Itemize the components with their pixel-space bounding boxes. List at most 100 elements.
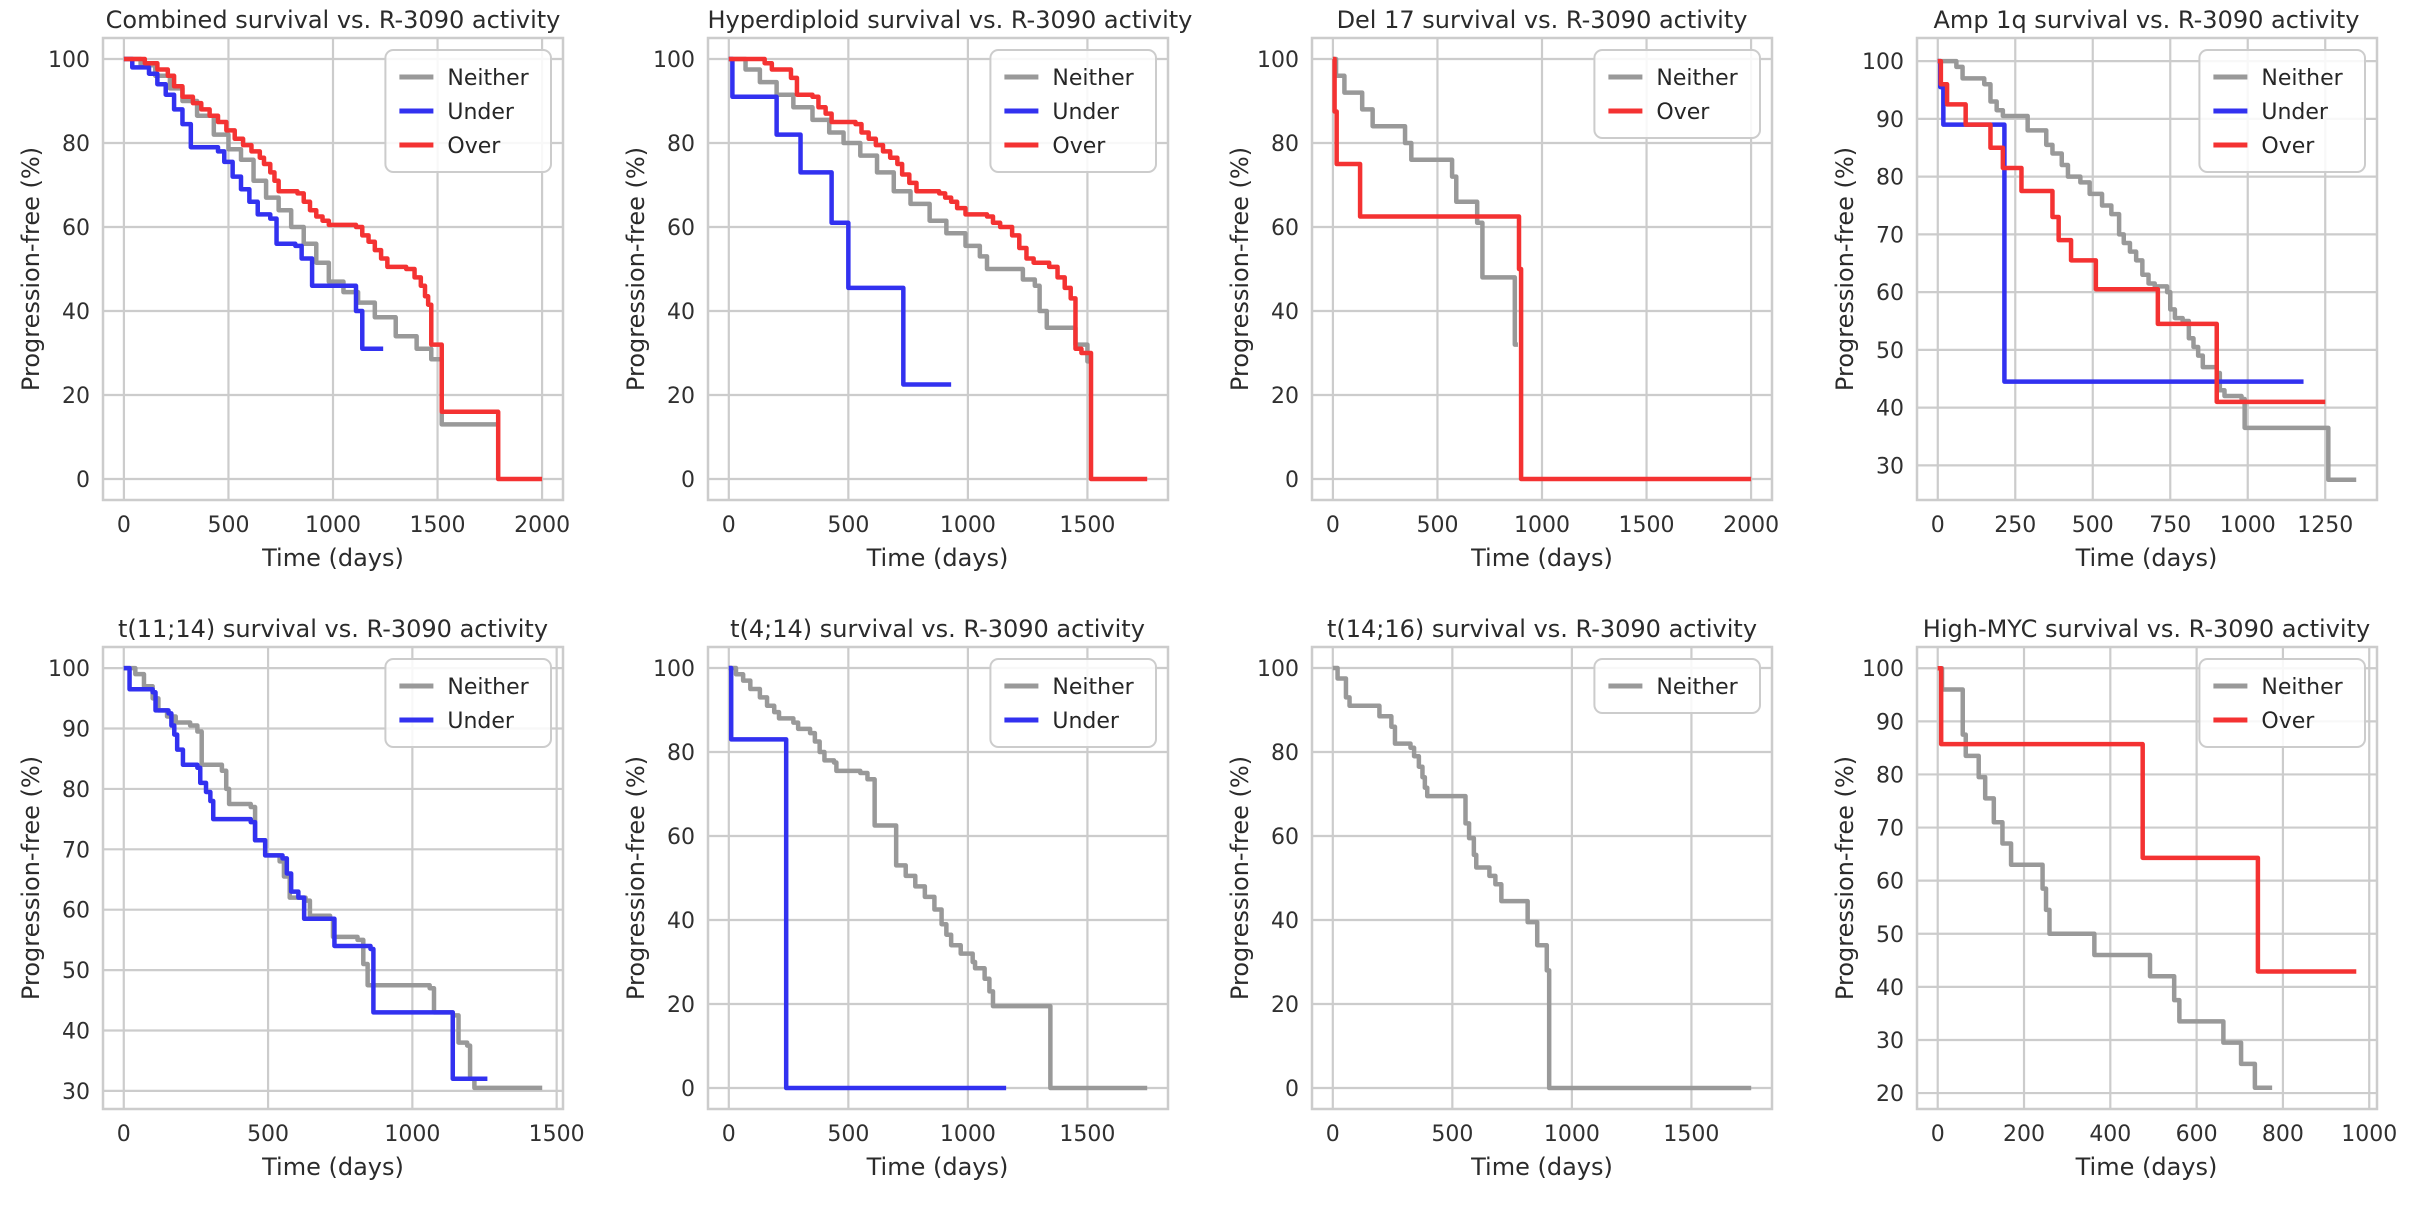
svg-text:1000: 1000	[384, 1122, 440, 1147]
legend-label-under: Under	[1052, 709, 1120, 734]
svg-text:80: 80	[667, 741, 695, 766]
svg-text:40: 40	[1876, 397, 1904, 422]
svg-text:80: 80	[62, 132, 90, 157]
svg-text:1000: 1000	[1514, 513, 1570, 538]
series-lines	[728, 56, 1147, 482]
svg-text:60: 60	[1271, 216, 1299, 241]
svg-text:30: 30	[62, 1080, 90, 1105]
svg-text:30: 30	[1876, 454, 1904, 479]
plot-canvas-del17: 0 500 1000 1500 2000 0 20 40 60 80 100 Neither Over	[1257, 36, 1779, 538]
svg-text:1000: 1000	[939, 513, 995, 538]
x-axis-label: Time (days)	[262, 544, 404, 572]
plot-canvas-t11-14: 0 500 1000 1500 30 40 50 60 70 80 90 100 Neither Unde…	[48, 645, 585, 1147]
svg-text:0: 0	[681, 1077, 695, 1102]
y-axis-label: Progression-free (%)	[621, 755, 650, 1001]
series-lines	[1937, 58, 2356, 483]
series-lines	[123, 665, 543, 1091]
svg-text:20: 20	[1876, 1082, 1904, 1107]
series-line-over	[728, 56, 1147, 482]
svg-text:100: 100	[653, 48, 695, 73]
x-tick-labels: 0 500 1000 1500	[721, 1122, 1115, 1147]
svg-text:100: 100	[1862, 50, 1904, 75]
series-line-under	[728, 56, 951, 387]
svg-text:80: 80	[1271, 132, 1299, 157]
svg-text:0: 0	[721, 1122, 735, 1147]
gridlines	[103, 647, 563, 1109]
svg-text:500: 500	[1416, 513, 1458, 538]
svg-text:200: 200	[2003, 1122, 2045, 1147]
svg-text:1500: 1500	[410, 513, 466, 538]
svg-text:1500: 1500	[1059, 513, 1115, 538]
svg-text:30: 30	[1876, 1029, 1904, 1054]
axes-spines	[706, 36, 1169, 502]
y-tick-labels: 0 20 40 60 80 100	[48, 48, 90, 493]
chart-title: High-MYC survival vs. R-3090 activity	[1922, 615, 2371, 643]
svg-text:2000: 2000	[1723, 513, 1779, 538]
chart-title: Combined survival vs. R-3090 activity	[105, 6, 561, 34]
svg-text:0: 0	[1326, 513, 1340, 538]
legend: Neither Under	[384, 658, 552, 748]
y-axis-label: Progression-free (%)	[621, 146, 650, 392]
legend-label-neither: Neither	[447, 675, 529, 700]
svg-text:0: 0	[117, 1122, 131, 1147]
svg-text:100: 100	[1257, 48, 1299, 73]
svg-text:90: 90	[62, 718, 90, 743]
svg-text:500: 500	[827, 1122, 869, 1147]
svg-text:20: 20	[1271, 993, 1299, 1018]
y-tick-labels: 20 30 40 50 60 70 80 90 100	[1862, 657, 1904, 1107]
svg-text:500: 500	[207, 513, 249, 538]
svg-text:0: 0	[1930, 1122, 1944, 1147]
y-axis-label: Progression-free (%)	[1830, 755, 1859, 1001]
legend-label-neither: Neither	[1656, 66, 1738, 91]
svg-text:40: 40	[1271, 909, 1299, 934]
svg-text:100: 100	[48, 48, 90, 73]
legend-label-neither: Neither	[1052, 66, 1134, 91]
axes-spines	[1915, 36, 2378, 502]
chart-title: t(11;14) survival vs. R-3090 activity	[117, 615, 549, 643]
svg-text:0: 0	[681, 468, 695, 493]
plot-canvas-high-myc: 0 200 400 600 800 1000 20 30 40 50 60 70 80 90 100 Neit…	[1862, 645, 2397, 1147]
x-tick-labels: 0 200 400 600 800 1000	[1930, 1122, 2397, 1147]
plot-canvas-combined: 0 500 1000 1500 2000 0 20 40 60 80 100 Neither Under…	[48, 36, 570, 538]
svg-text:60: 60	[667, 216, 695, 241]
svg-text:1500: 1500	[1663, 1122, 1719, 1147]
y-tick-labels: 0 20 40 60 80 100	[1257, 48, 1299, 493]
svg-text:60: 60	[62, 899, 90, 924]
x-axis-label: Time (days)	[262, 1153, 404, 1181]
chart-title: Amp 1q survival vs. R-3090 activity	[1933, 6, 2360, 34]
svg-text:1500: 1500	[529, 1122, 585, 1147]
axes-spines	[1310, 36, 1774, 502]
svg-text:90: 90	[1876, 108, 1904, 133]
svg-text:100: 100	[1862, 657, 1904, 682]
svg-text:1250: 1250	[2297, 513, 2353, 538]
svg-text:80: 80	[667, 132, 695, 157]
y-axis-label: Progression-free (%)	[1830, 146, 1859, 392]
svg-text:0: 0	[117, 513, 131, 538]
svg-text:70: 70	[1876, 223, 1904, 248]
svg-text:40: 40	[62, 1019, 90, 1044]
svg-text:800: 800	[2261, 1122, 2303, 1147]
svg-text:20: 20	[667, 384, 695, 409]
plot-canvas-amp1q: 0 250 500 750 1000 1250 30 40 50 60 70 80 90 100 Neith…	[1862, 36, 2378, 538]
x-tick-labels: 0 250 500 750 1000 1250	[1930, 513, 2352, 538]
svg-text:50: 50	[1876, 339, 1904, 364]
legend: Neither Over	[2197, 658, 2366, 748]
y-tick-labels: 0 20 40 60 80 100	[653, 48, 695, 493]
series-lines	[1937, 665, 2356, 1091]
axes-spines	[101, 645, 565, 1111]
svg-text:20: 20	[667, 993, 695, 1018]
series-line-under	[123, 665, 488, 1082]
svg-text:500: 500	[1431, 1122, 1473, 1147]
axes-spines	[1310, 645, 1774, 1111]
legend-label-over: Over	[1052, 134, 1106, 159]
subplot-amp1q: 0 250 500 750 1000 1250 30 40 50 60 70 80 90 100 Neith…	[1814, 0, 2418, 609]
y-tick-labels: 0 20 40 60 80 100	[1257, 657, 1299, 1102]
x-tick-labels: 0 500 1000 1500 2000	[1326, 513, 1779, 538]
subplot-t4-14: 0 500 1000 1500 0 20 40 60 80 100 Neither Under t(4…	[605, 609, 1210, 1218]
series-lines	[728, 665, 1147, 1091]
svg-text:80: 80	[1876, 763, 1904, 788]
svg-text:100: 100	[48, 657, 90, 682]
svg-text:0: 0	[1285, 1077, 1299, 1102]
legend-label-neither: Neither	[1656, 675, 1738, 700]
